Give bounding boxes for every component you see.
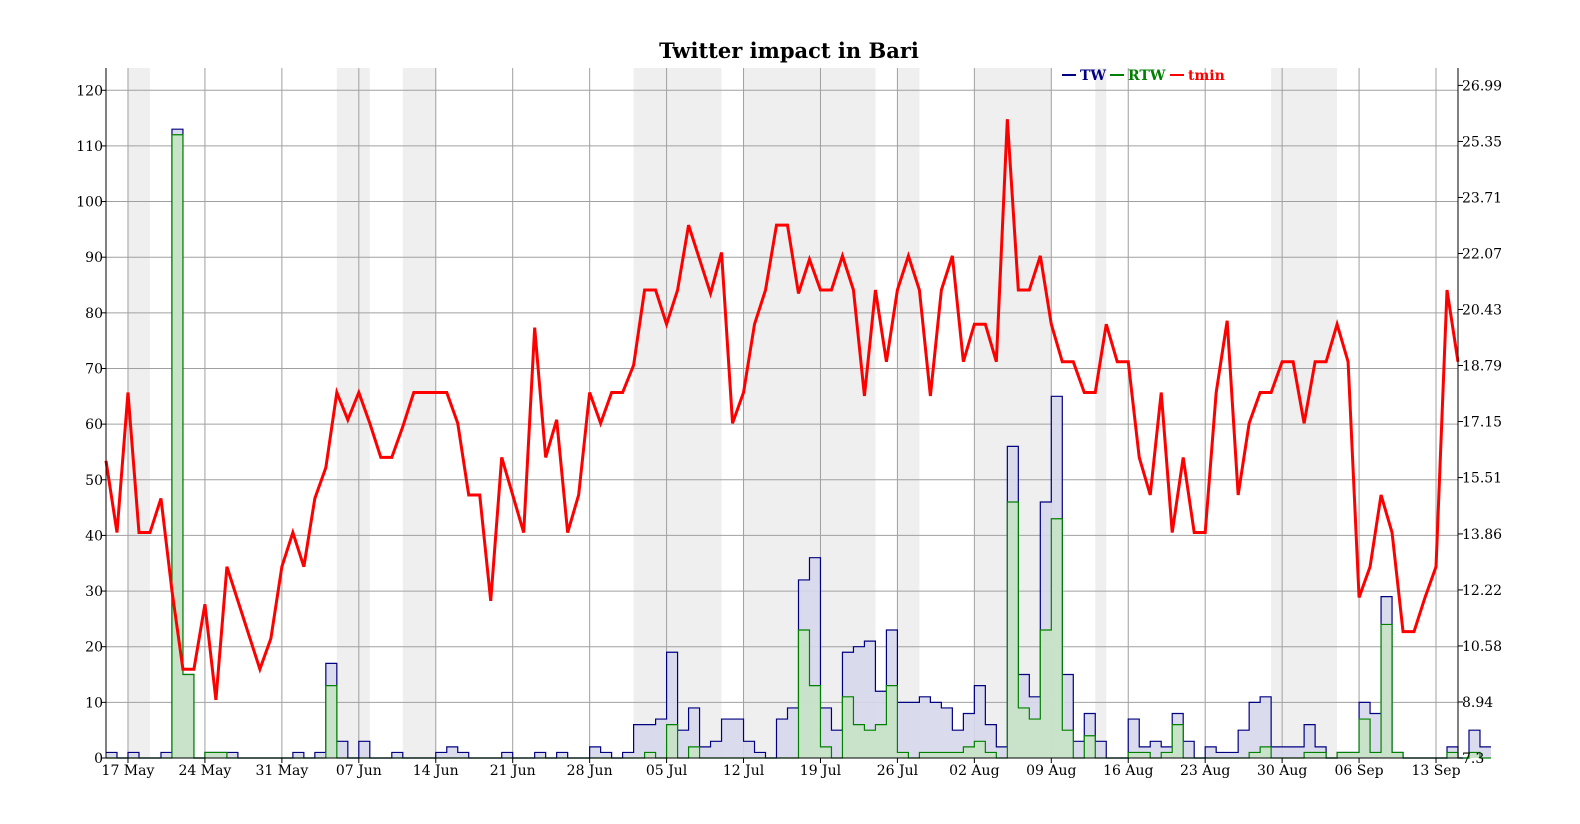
y-left-tick-label: 50	[85, 473, 103, 489]
y-right-tick-label: 22.07	[1462, 246, 1502, 262]
x-tick-label: 23 Aug	[1180, 763, 1230, 779]
x-tick-label: 09 Aug	[1026, 763, 1076, 779]
y-left-tick-label: 0	[94, 751, 103, 767]
y-right-tick-label: 10.58	[1462, 639, 1502, 655]
x-tick-label: 05 Jul	[646, 763, 688, 779]
y-right-tick-label: 17.15	[1462, 415, 1502, 431]
x-tick-label: 07 Jun	[336, 763, 382, 779]
y-right-tick-label: 7.3	[1462, 751, 1484, 767]
x-tick-label: 02 Aug	[949, 763, 999, 779]
weekend-band	[1271, 68, 1338, 758]
legend-label: TW	[1080, 68, 1106, 84]
y-right-tick-label: 15.51	[1462, 471, 1502, 487]
x-tick-label: 14 Jun	[413, 763, 459, 779]
y-right-tick-label: 25.35	[1462, 134, 1502, 150]
x-tick-label: 16 Aug	[1103, 763, 1153, 779]
weekend-band	[633, 68, 722, 758]
y-left-tick-label: 110	[76, 139, 103, 155]
y-right-tick-label: 12.22	[1462, 583, 1502, 599]
y-left-tick-label: 20	[85, 640, 103, 656]
weekend-band	[897, 68, 920, 758]
y-left-tick-label: 10	[85, 695, 103, 711]
y-left-tick-label: 40	[85, 528, 103, 544]
y-left-tick-label: 60	[85, 417, 103, 433]
y-right-tick-label: 20.43	[1462, 303, 1502, 319]
y-right-tick-label: 13.86	[1462, 527, 1502, 543]
y-right-tick-label: 23.71	[1462, 190, 1502, 206]
legend-label: RTW	[1128, 68, 1166, 84]
series-tmin-line	[104, 119, 1460, 701]
x-tick-label: 28 Jun	[567, 763, 613, 779]
x-tick-label: 30 Aug	[1257, 763, 1307, 779]
y-left-tick-label: 70	[85, 361, 103, 377]
x-tick-label: 17 May	[102, 763, 155, 779]
y-left-tick-label: 30	[85, 584, 103, 600]
legend: TW RTW tmin	[1062, 68, 1225, 84]
x-tick-label: 06 Sep	[1335, 763, 1384, 779]
y-right-tick-label: 8.94	[1462, 695, 1493, 711]
x-tick-label: 13 Sep	[1411, 763, 1460, 779]
y-left-tick-label: 120	[76, 83, 103, 99]
weekend-band	[1095, 68, 1107, 758]
weekend-band	[127, 68, 150, 758]
x-tick-label: 31 May	[255, 763, 308, 779]
axes: 17 May 24 May 31 May 07 Jun 14 Jun 21 Jun 28 J…	[76, 68, 1502, 779]
y-right-tick-label: 18.79	[1462, 359, 1502, 375]
legend-label: tmin	[1188, 68, 1225, 84]
x-tick-label: 12 Jul	[723, 763, 765, 779]
y-right-tick-label: 26.99	[1462, 78, 1502, 94]
x-tick-label: 26 Jul	[877, 763, 919, 779]
x-tick-label: 21 Jun	[490, 763, 536, 779]
weekend-band	[336, 68, 370, 758]
y-left-tick-label: 80	[85, 306, 103, 322]
y-left-tick-label: 90	[85, 250, 103, 266]
y-left-tick-label: 100	[76, 195, 103, 211]
x-tick-label: 24 May	[178, 763, 231, 779]
x-tick-label: 19 Jul	[800, 763, 842, 779]
chart-title: Twitter impact in Bari	[659, 38, 919, 63]
